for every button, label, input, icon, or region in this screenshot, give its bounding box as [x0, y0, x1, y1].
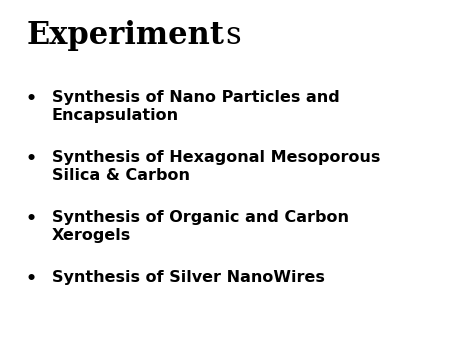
- Text: Synthesis of Organic and Carbon
Xerogels: Synthesis of Organic and Carbon Xerogels: [52, 210, 349, 243]
- Text: s: s: [225, 20, 241, 51]
- Text: •: •: [26, 150, 37, 168]
- Text: •: •: [26, 90, 37, 107]
- Text: •: •: [26, 270, 37, 288]
- Text: Experiment: Experiment: [27, 20, 225, 51]
- Text: •: •: [26, 210, 37, 228]
- Text: Synthesis of Silver NanoWires: Synthesis of Silver NanoWires: [52, 270, 324, 285]
- Text: Synthesis of Hexagonal Mesoporous
Silica & Carbon: Synthesis of Hexagonal Mesoporous Silica…: [52, 150, 380, 183]
- Text: Synthesis of Nano Particles and
Encapsulation: Synthesis of Nano Particles and Encapsul…: [52, 90, 339, 123]
